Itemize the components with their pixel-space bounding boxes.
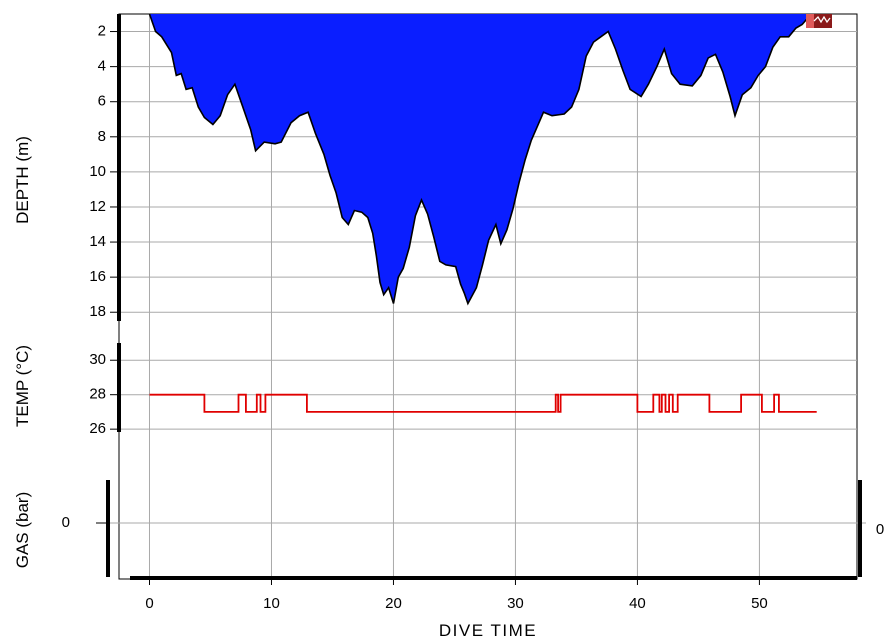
depth-profile-area	[149, 14, 811, 304]
temp-tick-labels: 26 28 30	[89, 351, 119, 437]
depth-tick-label: 16	[89, 268, 106, 285]
x-tick-label: 30	[507, 595, 524, 612]
depth-tick-label: 18	[89, 303, 106, 320]
temp-tick-label: 28	[89, 386, 106, 403]
temp-tick-label: 30	[89, 351, 106, 368]
gas-tick-label: 0	[62, 514, 70, 531]
temp-tick-label: 26	[89, 420, 106, 437]
depth-tick-label: 10	[89, 163, 106, 180]
depth-tick-label: 4	[98, 58, 106, 75]
depth-profile-outline	[148, 13, 812, 306]
depth-tick-labels: 2 4 6 8 10 12 14 16 18	[89, 23, 119, 320]
dive-end-marker-icon	[806, 14, 832, 28]
x-tick-labels: 0 10 20 30 40 50	[145, 578, 768, 612]
x-tick-label: 40	[629, 595, 646, 612]
axes	[106, 14, 862, 580]
gas-axis-title: GAS (bar)	[13, 492, 32, 569]
x-axis-title: DIVE TIME	[439, 621, 537, 640]
x-tick-label: 10	[263, 595, 280, 612]
x-tick-label: 50	[751, 595, 768, 612]
depth-tick-label: 2	[98, 23, 106, 40]
temp-axis-title: TEMP (°C)	[13, 345, 32, 427]
depth-tick-label: 8	[98, 128, 106, 145]
depth-tick-label: 14	[89, 233, 106, 250]
x-tick-label: 20	[385, 595, 402, 612]
depth-tick-label: 12	[89, 198, 106, 215]
temperature-line	[149, 393, 817, 413]
gas-right-tick-label: 0	[876, 521, 884, 538]
depth-tick-label: 6	[98, 93, 106, 110]
depth-axis-title: DEPTH (m)	[13, 136, 32, 224]
gas-tick-labels: 0	[62, 514, 108, 531]
x-tick-label: 0	[145, 595, 153, 612]
